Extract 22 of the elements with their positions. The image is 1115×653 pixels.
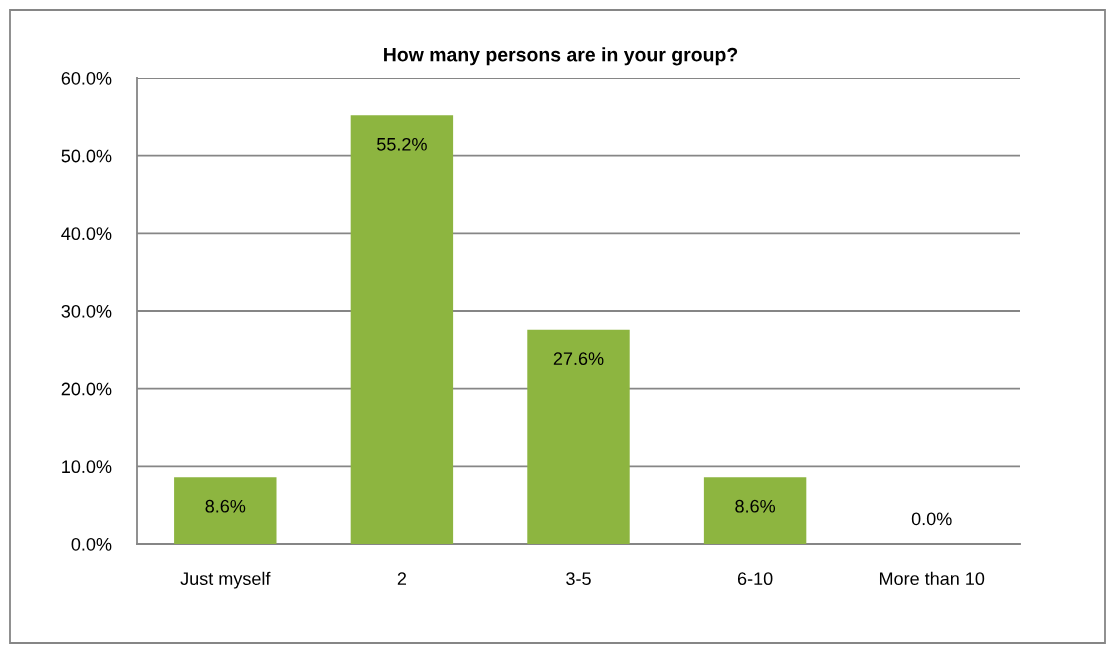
chart-title: How many persons are in your group? (384, 47, 738, 66)
y-tick-label: 10.0% (62, 460, 112, 474)
x-tick-label: Just myself (180, 571, 271, 589)
y-tick-label: 0.0% (71, 537, 112, 551)
y-tick-label: 60.0% (61, 71, 112, 85)
data-label: 27.6% (553, 352, 604, 366)
bar (527, 329, 630, 544)
data-label: 55.2% (377, 137, 427, 151)
x-tick-label: 2 (397, 572, 407, 585)
y-tick-label: 40.0% (61, 227, 112, 241)
y-tick-label: 20.0% (61, 382, 112, 396)
data-label: 8.6% (205, 499, 246, 513)
y-tick-label: 30.0% (61, 304, 112, 318)
x-tick-label: 6-10 (737, 572, 773, 586)
data-label: 8.6% (735, 499, 776, 513)
data-label: 0.0% (911, 512, 952, 526)
bar (350, 115, 454, 544)
y-tick-label: 50.0% (61, 149, 112, 163)
x-tick-label: More than 10 (879, 571, 985, 586)
bar (703, 477, 807, 544)
bar (174, 477, 277, 544)
x-tick-label: 3-5 (566, 572, 591, 586)
